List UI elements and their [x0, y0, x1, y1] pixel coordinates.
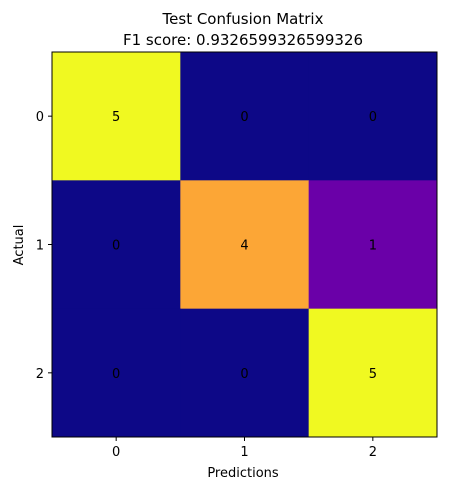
chart-title: Test Confusion Matrix	[162, 10, 324, 28]
heatmap-cell	[180, 52, 310, 181]
heatmap-cell	[180, 180, 310, 310]
heatmap-cell	[180, 308, 310, 438]
heatmap-cell	[308, 180, 438, 310]
cell-value-label: 4	[240, 239, 248, 254]
cell-value-label: 0	[240, 110, 248, 125]
x-axis: 0 1 2	[112, 437, 377, 460]
heatmap-cell	[308, 308, 438, 438]
heatmap-cell	[308, 52, 438, 181]
cell-value-label: 5	[112, 110, 120, 125]
cell-value-label: 0	[112, 367, 120, 382]
y-tick-label: 0	[36, 110, 44, 125]
heatmap-cell	[52, 308, 181, 438]
x-axis-label: Predictions	[207, 466, 279, 481]
cell-value-label: 0	[369, 110, 377, 125]
y-axis-label: Actual	[12, 225, 27, 266]
heatmap-cell	[52, 52, 181, 181]
y-tick-label: 1	[36, 239, 44, 254]
x-tick-label: 0	[112, 445, 120, 460]
cell-value-label: 0	[240, 367, 248, 382]
heatmap-cell-labels: 5 0 0 0 4 1 0 0 5	[112, 110, 377, 382]
y-tick-label: 2	[36, 367, 44, 382]
x-tick-label: 2	[369, 445, 377, 460]
cell-value-label: 5	[369, 367, 377, 382]
heatmap-cell	[52, 180, 181, 310]
x-tick-label: 1	[240, 445, 248, 460]
y-axis: 0 1 2	[36, 110, 52, 382]
plot-frame	[51, 51, 438, 438]
heatmap-cells	[52, 52, 438, 438]
cell-value-label: 0	[112, 239, 120, 254]
cell-value-label: 1	[369, 239, 377, 254]
chart-subtitle: F1 score: 0.9326599326599326	[123, 31, 363, 49]
